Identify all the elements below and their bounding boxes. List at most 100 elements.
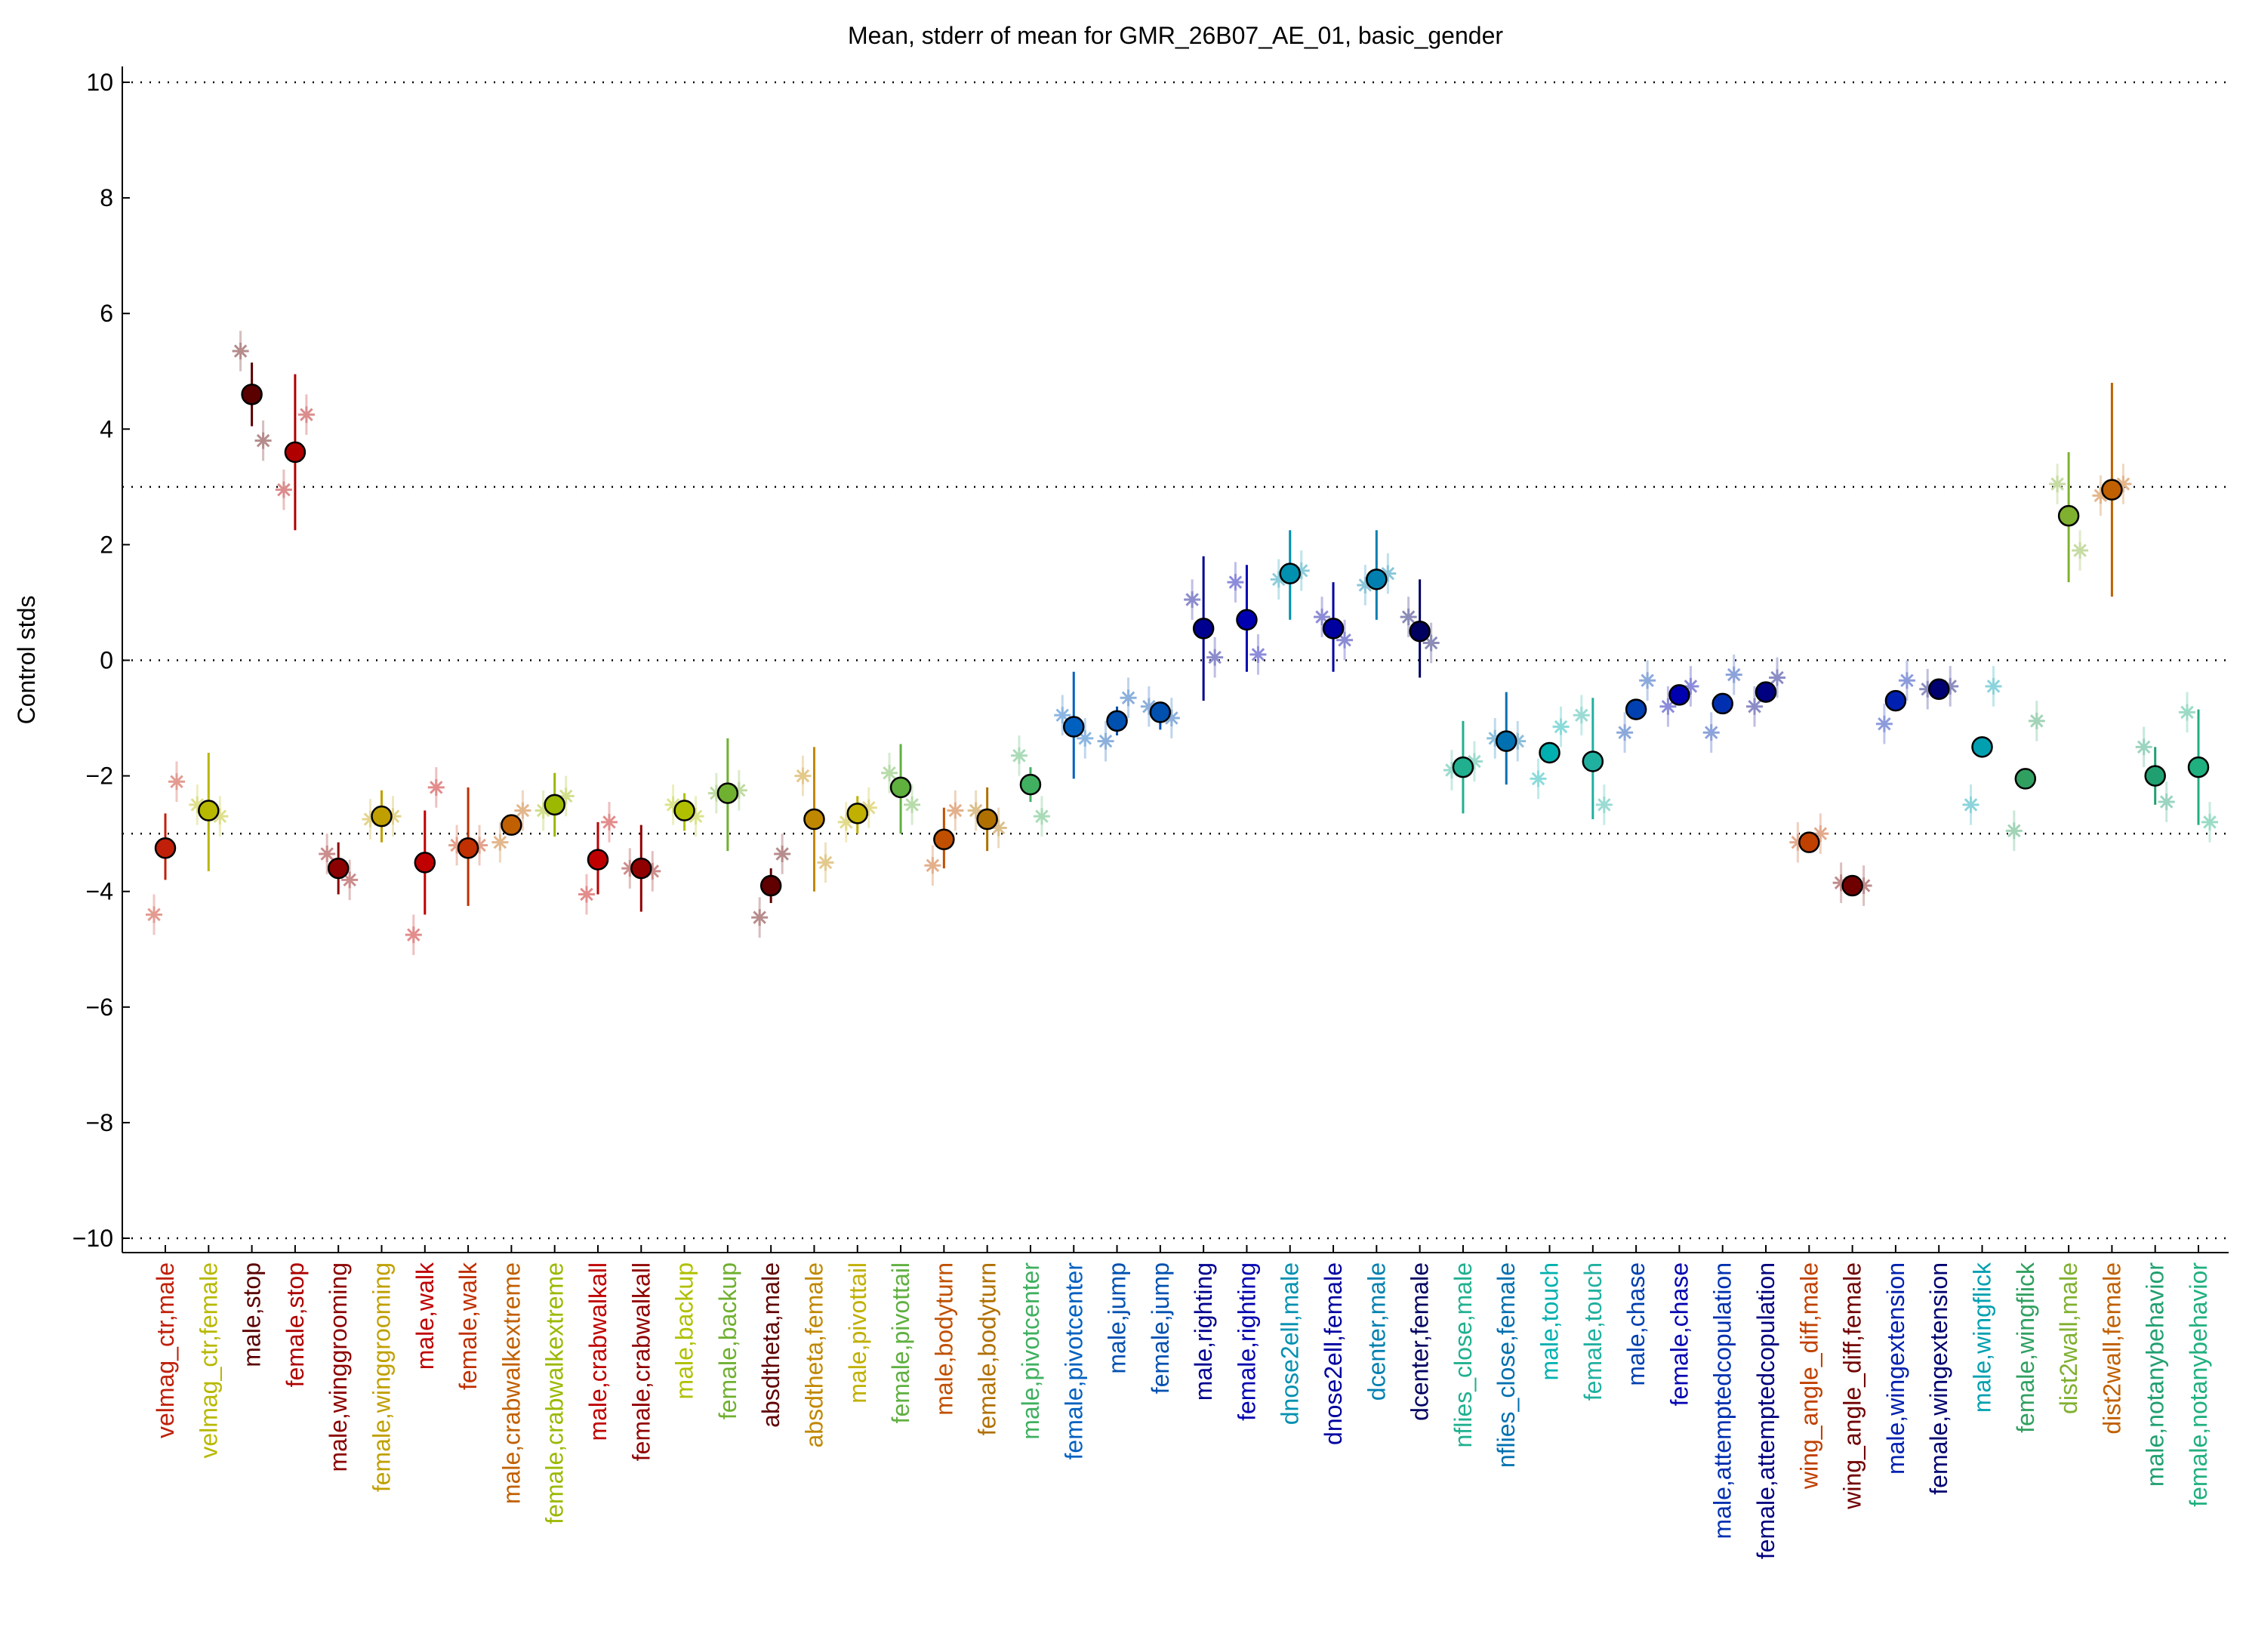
- star-marker: [2135, 738, 2152, 756]
- category-marks: [967, 787, 1007, 852]
- star-stroke: [1338, 633, 1351, 647]
- star-stroke: [905, 798, 919, 812]
- star-stroke: [948, 803, 963, 818]
- mean-marker: [1106, 710, 1128, 732]
- star-stroke: [1575, 708, 1588, 722]
- x-tick-label: absdtheta,female: [800, 1262, 827, 1448]
- star-marker: [1702, 724, 1720, 741]
- star-marker: [881, 764, 898, 781]
- x-tick-label: female,crabwalkextreme: [541, 1262, 568, 1524]
- x-tick-label: male,pivotcenter: [1017, 1262, 1044, 1440]
- star-stroke: [277, 482, 291, 497]
- category-marks: [1573, 695, 1613, 825]
- x-tick-label: female,walk: [454, 1262, 482, 1390]
- x-tick-label: male,jump: [1104, 1262, 1131, 1374]
- category-marks: [2179, 692, 2218, 843]
- mean-marker: [803, 808, 825, 831]
- mean-marker: [1711, 692, 1733, 715]
- reference-lines: [122, 81, 2229, 1240]
- star-stroke: [256, 433, 270, 448]
- star-stroke: [1964, 798, 1978, 812]
- x-tick-label: dcenter,female: [1406, 1262, 1434, 1421]
- category-marks: [491, 790, 531, 863]
- category-marks: [1530, 706, 1570, 800]
- y-tick-label: 8: [100, 184, 113, 211]
- x-tick-label: wing_angle_diff,male: [1795, 1262, 1822, 1490]
- star-marker: [1639, 672, 1656, 689]
- x-tick-label: male,attemptedcopulation: [1709, 1262, 1736, 1539]
- mean-marker: [1755, 681, 1777, 703]
- star-stroke: [1035, 809, 1049, 823]
- star-marker: [947, 802, 964, 819]
- mean-marker: [1452, 756, 1474, 778]
- mean-marker: [1409, 620, 1431, 643]
- star-marker: [1530, 770, 1547, 787]
- mean-marker: [2014, 768, 2037, 790]
- mean-marker: [933, 828, 955, 851]
- star-stroke: [1142, 699, 1156, 714]
- category-marks: [751, 834, 791, 938]
- x-tick-label: female,backup: [714, 1262, 741, 1419]
- x-tick-label: male,wingextension: [1882, 1262, 1909, 1475]
- category-marks: [881, 744, 921, 834]
- star-stroke: [1727, 667, 1741, 682]
- category-marks: [2005, 701, 2045, 852]
- star-marker: [514, 802, 531, 819]
- x-tick-label: male,pivottail: [844, 1262, 871, 1404]
- mean-marker: [1625, 698, 1647, 720]
- star-stroke: [147, 908, 161, 922]
- star-marker: [1595, 796, 1613, 813]
- star-stroke: [883, 766, 896, 780]
- star-marker: [275, 481, 292, 498]
- star-marker: [794, 767, 812, 784]
- star-marker: [319, 845, 336, 862]
- x-tick-label: female,righting: [1233, 1262, 1260, 1421]
- star-marker: [1097, 732, 1114, 750]
- star-marker: [1962, 796, 1979, 813]
- category-marks: [1789, 813, 1829, 863]
- star-marker: [1769, 669, 1786, 686]
- category-marks: [1919, 666, 1959, 710]
- star-stroke: [1424, 636, 1438, 650]
- category-marks: [2092, 383, 2132, 597]
- star-stroke: [775, 847, 789, 861]
- category-marks: [189, 752, 229, 871]
- x-axis-labels: velmag_ctr,male velmag_ctr,female male,sto…: [152, 1245, 2212, 1559]
- star-marker: [1616, 724, 1634, 741]
- x-tick-label: male,stop: [239, 1262, 266, 1367]
- x-tick-label: female,bodyturn: [974, 1262, 1001, 1435]
- mean-marker: [673, 800, 695, 821]
- category-marks: [1140, 686, 1180, 738]
- x-tick-label: dist2wall,male: [2055, 1262, 2082, 1414]
- star-marker: [232, 342, 249, 359]
- star-stroke: [1531, 772, 1545, 786]
- x-tick-label: female,attemptedcopulation: [1752, 1262, 1779, 1559]
- star-stroke: [493, 835, 507, 849]
- mean-marker: [846, 803, 869, 824]
- star-stroke: [1597, 798, 1611, 812]
- mean-marker: [371, 805, 393, 828]
- star-stroke: [2007, 824, 2021, 838]
- y-tick-label: 2: [100, 531, 113, 558]
- category-marks: [1875, 660, 1915, 744]
- star-stroke: [1185, 593, 1199, 606]
- star-stroke: [1900, 673, 1914, 688]
- mean-marker: [1149, 701, 1172, 723]
- star-stroke: [1401, 610, 1416, 624]
- star-stroke: [2180, 705, 2194, 720]
- mean-marker: [198, 800, 220, 821]
- star-stroke: [991, 821, 1006, 835]
- star-stroke: [233, 344, 248, 358]
- star-marker: [2201, 813, 2218, 831]
- mean-marker: [1971, 736, 1993, 758]
- category-marks: [664, 784, 704, 837]
- category-marks: [1487, 692, 1527, 785]
- mean-marker: [1279, 562, 1301, 584]
- star-stroke: [1878, 717, 1891, 731]
- mean-marker: [716, 782, 739, 804]
- category-marks: [2135, 726, 2175, 822]
- category-marks: [1357, 530, 1397, 620]
- star-stroke: [1618, 726, 1631, 739]
- category-marks: [837, 787, 877, 843]
- mean-marker: [327, 857, 350, 880]
